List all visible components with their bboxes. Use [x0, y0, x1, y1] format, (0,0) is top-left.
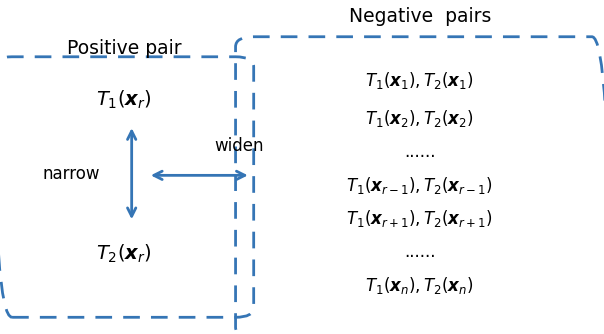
Text: ......: ...... [404, 243, 435, 261]
Text: Negative  pairs: Negative pairs [349, 7, 491, 26]
Text: $T_1(\boldsymbol{x}_{r+1}),T_2(\boldsymbol{x}_{r+1})$: $T_1(\boldsymbol{x}_{r+1}),T_2(\boldsymb… [346, 208, 493, 229]
Text: $T_1(\boldsymbol{x}_1),T_2(\boldsymbol{x}_1)$: $T_1(\boldsymbol{x}_1),T_2(\boldsymbol{x… [365, 70, 474, 91]
Text: Positive pair: Positive pair [66, 39, 181, 58]
Text: ......: ...... [404, 143, 435, 161]
Text: $T_2(\boldsymbol{x}_r)$: $T_2(\boldsymbol{x}_r)$ [96, 243, 152, 265]
Text: $T_1(\boldsymbol{x}_r)$: $T_1(\boldsymbol{x}_r)$ [96, 89, 152, 111]
Text: $T_1(\boldsymbol{x}_2),T_2(\boldsymbol{x}_2)$: $T_1(\boldsymbol{x}_2),T_2(\boldsymbol{x… [365, 108, 474, 129]
Text: $T_1(\boldsymbol{x}_n),T_2(\boldsymbol{x}_n)$: $T_1(\boldsymbol{x}_n),T_2(\boldsymbol{x… [365, 275, 474, 296]
Text: widen: widen [214, 137, 263, 155]
Text: narrow: narrow [42, 165, 100, 183]
Text: $T_1(\boldsymbol{x}_{r-1}),T_2(\boldsymbol{x}_{r-1})$: $T_1(\boldsymbol{x}_{r-1}),T_2(\boldsymb… [346, 175, 493, 196]
